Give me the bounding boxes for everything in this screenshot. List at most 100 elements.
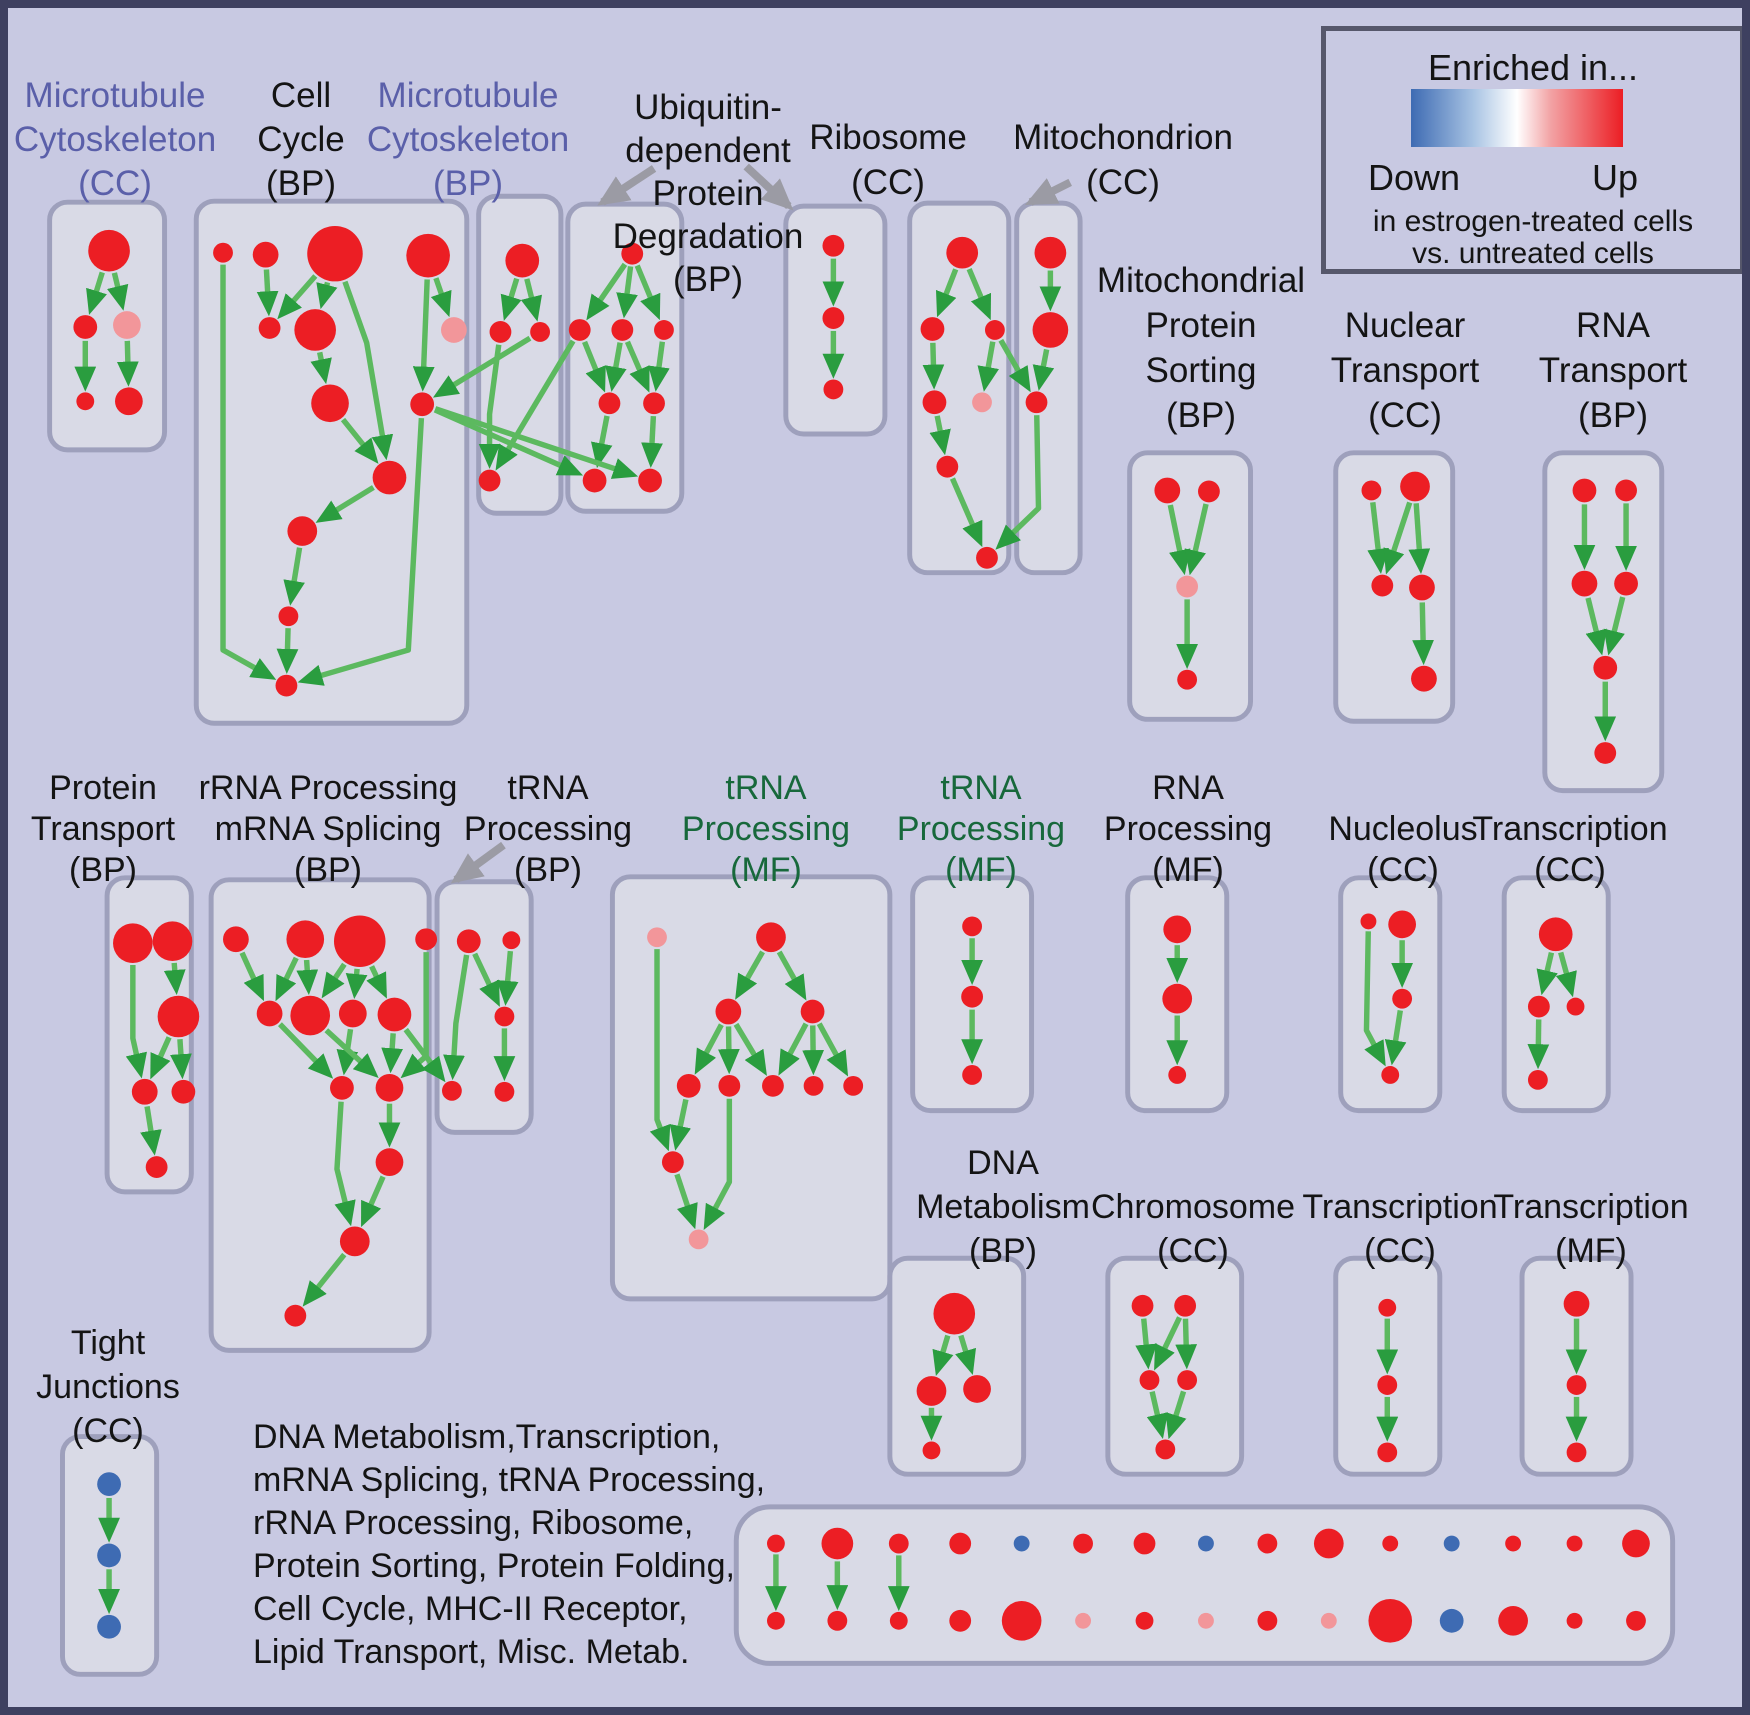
go-term-node bbox=[502, 931, 521, 950]
go-term-node bbox=[1198, 480, 1220, 503]
go-term-node bbox=[339, 1226, 370, 1257]
edge-arrow bbox=[1412, 602, 1434, 666]
edge-arrow bbox=[278, 1022, 334, 1079]
go-term-node bbox=[377, 997, 412, 1032]
edge-arrow bbox=[297, 417, 425, 686]
go-term-node bbox=[1571, 570, 1598, 597]
go-term-node bbox=[1566, 997, 1585, 1016]
edge-arrow bbox=[302, 1252, 347, 1307]
edge-arrow bbox=[342, 280, 394, 461]
go-term-node bbox=[638, 468, 662, 493]
edge-arrow bbox=[239, 951, 264, 1002]
edge-arrow bbox=[1363, 931, 1386, 1067]
go-term-node bbox=[73, 315, 98, 339]
cluster-box-rnat bbox=[1542, 450, 1665, 794]
go-term-node bbox=[252, 241, 279, 268]
edge-arrow bbox=[321, 962, 347, 999]
misc-note-line: DNA Metabolism,Transcription, bbox=[253, 1418, 721, 1456]
edge-arrow bbox=[641, 415, 663, 468]
go-term-node bbox=[822, 234, 845, 257]
go-term-node bbox=[1162, 983, 1193, 1014]
edge-arrow bbox=[717, 1026, 740, 1075]
edge-arrow bbox=[802, 1025, 824, 1076]
go-term-node bbox=[718, 1074, 741, 1097]
edge-arrow bbox=[586, 262, 628, 321]
edge-arrow bbox=[966, 268, 992, 321]
edge-arrow bbox=[443, 954, 470, 1081]
edge-arrow bbox=[310, 351, 332, 385]
edge-arrow bbox=[495, 339, 576, 471]
go-term-node bbox=[258, 317, 281, 339]
go-term-node bbox=[1257, 1533, 1278, 1554]
go-term-node bbox=[456, 929, 481, 954]
edge-arrow bbox=[648, 341, 670, 392]
edge-arrow bbox=[220, 264, 277, 680]
go-term-node bbox=[1032, 312, 1069, 348]
go-term-node bbox=[1177, 1370, 1198, 1390]
edge-arrow bbox=[1146, 1391, 1168, 1440]
go-term-node bbox=[1073, 1533, 1093, 1554]
go-term-node bbox=[1168, 1066, 1187, 1084]
go-term-node bbox=[1135, 1611, 1154, 1630]
go-term-node bbox=[800, 999, 825, 1024]
go-term-node bbox=[1566, 1535, 1583, 1552]
edge-arrow bbox=[922, 342, 945, 390]
go-term-node bbox=[1377, 1442, 1398, 1463]
edge-arrow bbox=[520, 278, 543, 322]
go-term-node bbox=[1593, 655, 1618, 680]
go-term-node bbox=[494, 1081, 515, 1102]
edge-arrow bbox=[735, 950, 765, 1000]
pointer-arrows-layer bbox=[450, 163, 1072, 884]
go-term-node bbox=[1368, 1599, 1413, 1643]
edges-layer bbox=[74, 258, 1637, 1615]
label-pointer-arrow-icon bbox=[1024, 178, 1072, 206]
edge-arrow bbox=[107, 272, 129, 311]
go-term-node bbox=[962, 1065, 983, 1085]
go-term-node bbox=[278, 606, 299, 627]
go-term-node bbox=[1025, 391, 1048, 414]
edge-arrow bbox=[674, 1173, 698, 1230]
edge-arrow bbox=[605, 342, 627, 392]
edge-arrow bbox=[1167, 504, 1191, 576]
edge-arrow bbox=[324, 1028, 379, 1078]
go-term-node bbox=[131, 1078, 158, 1105]
edge-arrow bbox=[316, 281, 338, 310]
legend: Enriched in... Down Up in estrogen-treat… bbox=[1321, 26, 1742, 274]
go-term-node bbox=[530, 322, 550, 342]
go-term-node bbox=[922, 1441, 941, 1460]
go-term-node bbox=[1198, 1612, 1214, 1629]
legend-subtitle-line2: vs. untreated cells bbox=[1412, 237, 1654, 270]
edge-arrow bbox=[340, 417, 379, 464]
go-term-node bbox=[598, 392, 621, 415]
edge-arrow bbox=[1367, 501, 1389, 574]
go-term-node bbox=[984, 320, 1005, 340]
go-term-node bbox=[661, 1151, 684, 1174]
edge-arrow bbox=[125, 964, 147, 1079]
go-term-node bbox=[290, 995, 331, 1036]
go-term-node bbox=[654, 320, 674, 340]
edge-arrow bbox=[1603, 596, 1626, 656]
go-term-node bbox=[330, 1075, 354, 1100]
go-term-node bbox=[611, 319, 634, 341]
go-term-node bbox=[284, 1304, 307, 1327]
go-term-node bbox=[1001, 1600, 1042, 1641]
go-term-node bbox=[113, 311, 141, 339]
go-term-node bbox=[1498, 1605, 1528, 1636]
edge-arrow bbox=[816, 1022, 849, 1077]
legend-gradient-bar bbox=[1411, 89, 1623, 147]
edge-arrow bbox=[361, 1175, 386, 1228]
edge-arrow bbox=[694, 1023, 724, 1075]
edge-arrow bbox=[345, 968, 368, 999]
go-term-node bbox=[1527, 1069, 1548, 1090]
edge-arrow bbox=[977, 341, 1000, 392]
edge-arrow bbox=[1154, 1316, 1183, 1371]
edge-arrow bbox=[1536, 951, 1558, 996]
go-term-node bbox=[115, 387, 143, 416]
edge-arrow bbox=[936, 268, 959, 318]
go-term-node bbox=[1538, 917, 1573, 952]
go-term-node bbox=[441, 317, 467, 343]
go-term-node bbox=[1572, 478, 1597, 503]
edge-arrow bbox=[403, 1027, 446, 1083]
edge-arrow bbox=[86, 271, 107, 315]
edge-arrow bbox=[500, 277, 522, 321]
